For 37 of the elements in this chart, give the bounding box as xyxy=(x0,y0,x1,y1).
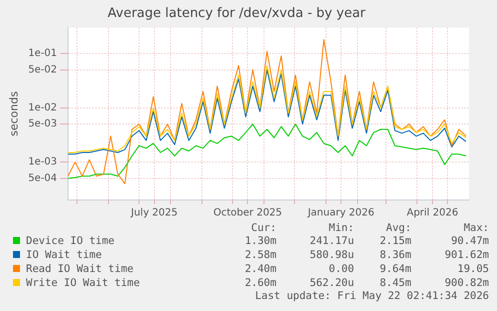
text: Max: xyxy=(462,222,489,234)
text: 2.15m xyxy=(378,234,412,248)
y-tick-label: 1e-02 xyxy=(28,102,58,114)
x-tick-label: October 2025 xyxy=(213,208,282,219)
text: 2.40m xyxy=(244,262,276,276)
y-tick-label: 5e-02 xyxy=(28,64,58,76)
text: 0.00 xyxy=(328,262,354,276)
legend-label: Write IO Wait time xyxy=(25,276,141,290)
text: Last update: Fri May 22 02:41:34 2026 xyxy=(254,290,489,303)
y-tick-label: 5e-03 xyxy=(28,118,58,130)
x-tick-label: April 2026 xyxy=(406,208,458,219)
text: 241.17u xyxy=(308,234,354,248)
text: 9.64m xyxy=(378,262,412,276)
text: Min: xyxy=(328,222,354,234)
x-tick-label: July 2025 xyxy=(130,208,178,219)
text: 580.98u xyxy=(308,248,354,262)
text: Cur: xyxy=(250,222,276,234)
text: 19.05 xyxy=(456,262,489,276)
y-axis-title: seconds xyxy=(7,91,20,136)
text: 2.58m xyxy=(244,248,276,262)
legend-label: Device IO time xyxy=(25,234,116,248)
text: 1.30m xyxy=(244,234,276,248)
legend-label: Read IO Wait time xyxy=(25,262,134,276)
text: 901.62m xyxy=(444,248,489,262)
text: 8.36m xyxy=(378,248,412,262)
text: 562.20u xyxy=(308,276,354,290)
y-tick-label: 1e-03 xyxy=(28,156,58,168)
text: 90.47m xyxy=(450,234,489,248)
text: 2.60m xyxy=(244,276,276,290)
x-tick-label: January 2026 xyxy=(306,208,374,219)
y-tick-label: 5e-04 xyxy=(28,172,58,184)
y-tick-label: 1e-01 xyxy=(28,48,58,60)
text: Avg: xyxy=(385,222,412,234)
legend-label: IO Wait time xyxy=(25,248,103,262)
text: 900.82m xyxy=(444,276,489,290)
chart-title: Average latency for /dev/xvda - by year xyxy=(108,6,366,22)
text: 8.45m xyxy=(378,276,412,290)
